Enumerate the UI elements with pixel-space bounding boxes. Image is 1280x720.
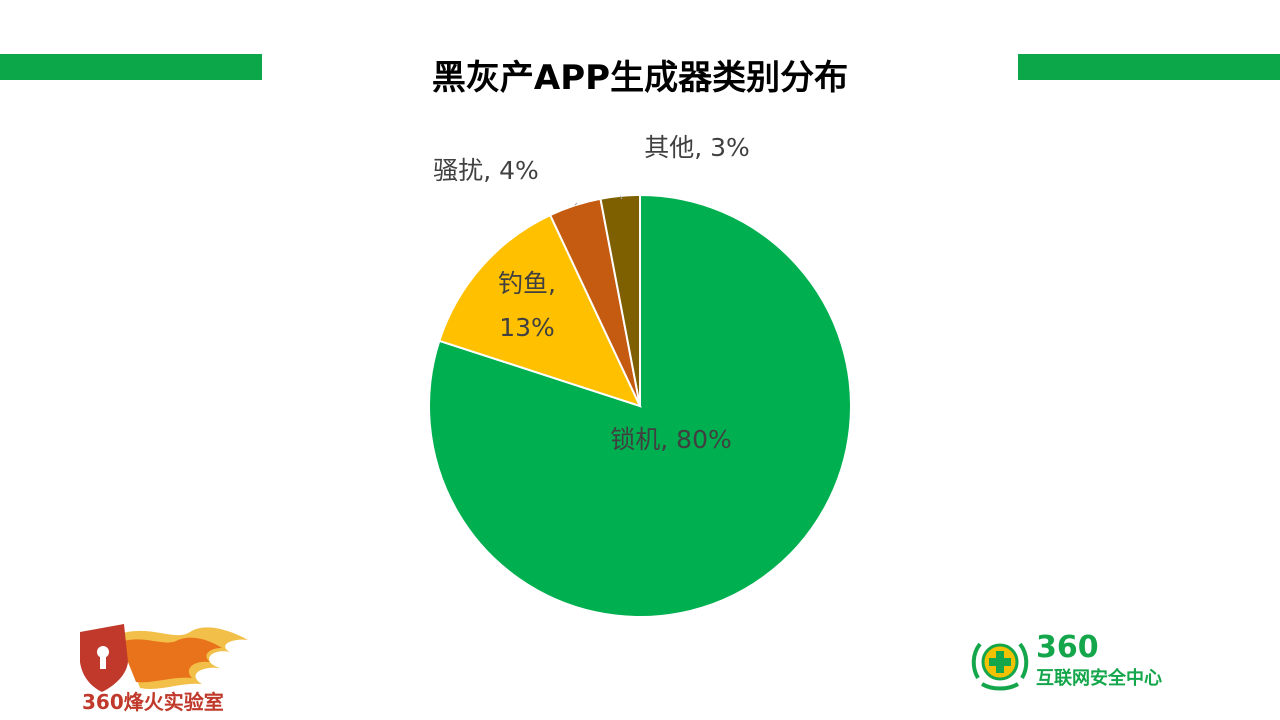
pie-slices xyxy=(428,193,852,618)
left-accent-bar xyxy=(0,54,262,80)
security-center-text: 互联网安全中心 xyxy=(1036,668,1162,689)
leader-line-3 xyxy=(574,202,578,206)
pie-slice-2 xyxy=(438,213,642,408)
leader-lines xyxy=(574,195,623,206)
right-accent-bar xyxy=(1018,54,1280,80)
slide-title: 黑灰产APP生成器类别分布 xyxy=(431,58,849,98)
fire-lab-logo-text: 360烽火实验室 xyxy=(82,690,224,714)
data-label-4: 其他, 3% xyxy=(644,133,750,162)
pie-slice-4 xyxy=(599,193,641,407)
data-label-2: 钓鱼, 13% xyxy=(498,269,556,342)
leader-line-4 xyxy=(619,195,623,200)
data-label-1: 锁机, 80% xyxy=(610,425,731,454)
fire-lab-logo-icon xyxy=(80,624,248,692)
data-label-3: 骚扰, 4% xyxy=(433,156,539,185)
360-brand-text: 360 xyxy=(1036,630,1099,665)
360-security-logo-icon xyxy=(971,642,1029,691)
data-labels: 锁机, 80% 钓鱼, 13% 骚扰, 4% 其他, 3% xyxy=(433,133,750,454)
